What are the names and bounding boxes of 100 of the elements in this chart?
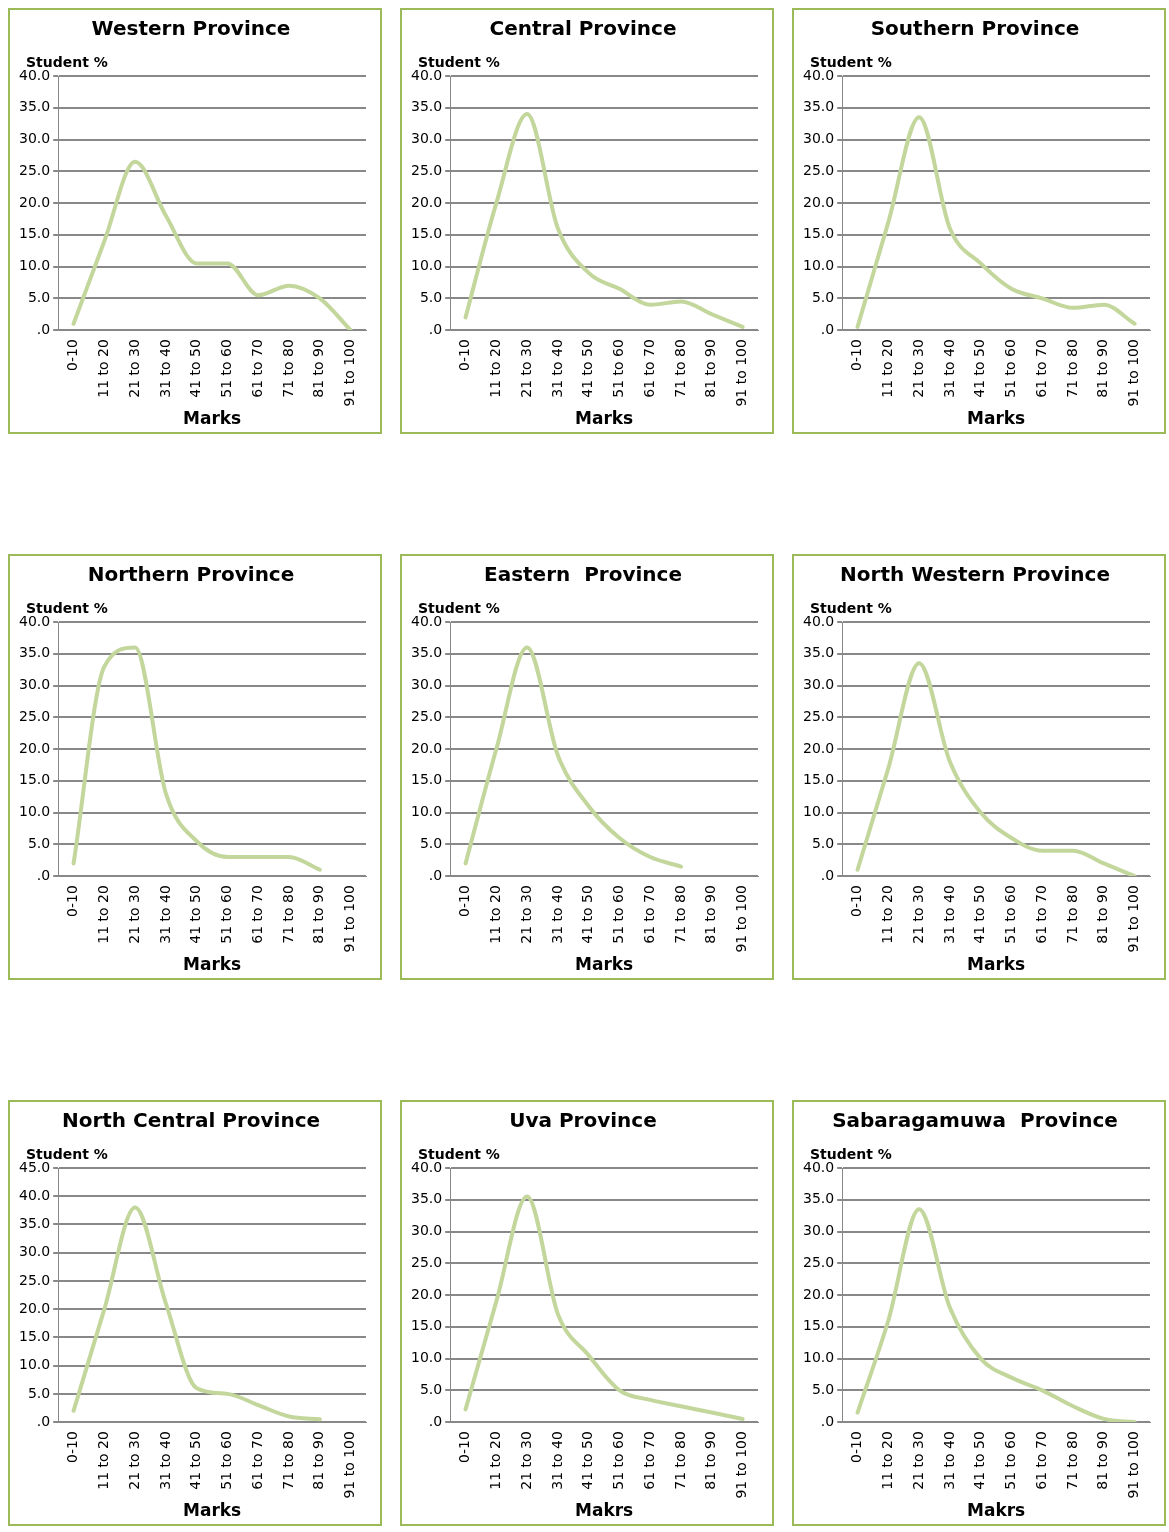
x-axis-title: Marks [574,408,634,429]
x-tick-label: 61 to 70 [1032,885,1049,944]
x-tick-label: 81 to 90 [310,339,327,398]
x-axis-title: Makrs [966,1500,1026,1521]
y-tick-label: 30.0 [411,1222,443,1239]
y-tick-label: 25.0 [19,1271,51,1288]
x-tick-label: 71 to 80 [1063,885,1080,944]
y-tick-label: 25.0 [19,161,51,178]
y-tick-label: 20.0 [19,193,51,210]
x-tick-label: 71 to 80 [279,1431,296,1490]
x-tick-label: 31 to 40 [156,1431,173,1490]
y-tick-label: 20.0 [803,1285,835,1302]
x-tick-label: 51 to 60 [1002,339,1019,398]
y-tick-label: 5.0 [811,834,835,851]
x-tick-label: 81 to 90 [702,339,719,398]
y-tick-label: 5.0 [419,834,443,851]
x-tick-label: 0-10 [64,339,81,371]
y-tick-label: 35.0 [411,644,443,661]
y-tick-label: 15.0 [803,771,835,788]
x-tick-label: 71 to 80 [1063,339,1080,398]
x-tick-label: 41 to 50 [579,885,596,944]
y-tick-label: 5.0 [27,834,51,851]
line-series [463,645,684,869]
y-tick-label: .0 [820,320,835,337]
y-tick-label: 10.0 [19,257,51,274]
y-tick-label: 15.0 [19,225,51,242]
line-series [71,1205,322,1422]
x-tick-label: 11 to 20 [486,885,503,944]
y-tick-label: 30.0 [19,130,51,147]
y-tick-label: 10.0 [411,803,443,820]
y-tick-label: 5.0 [811,288,835,305]
y-tick-label: 10.0 [411,257,443,274]
x-tick-label: 21 to 30 [125,339,142,398]
y-tick-label: 25.0 [411,707,443,724]
x-tick-label: 11 to 20 [878,1431,895,1490]
x-tick-label: 71 to 80 [279,885,296,944]
x-tick-label: 21 to 30 [909,885,926,944]
x-tick-label: 91 to 100 [1125,1431,1142,1499]
y-tick-label: 35.0 [19,98,51,115]
x-tick-label: 11 to 20 [486,339,503,398]
y-tick-label: 30.0 [803,130,835,147]
y-tick-label: 15.0 [411,771,443,788]
chart-title: Western Province [91,16,291,41]
y-tick-label: 10.0 [803,1349,835,1366]
y-tick-label: 35.0 [19,1215,51,1232]
x-tick-label: 61 to 70 [640,339,657,398]
chart-title: Central Province [489,16,677,41]
x-tick-label: 41 to 50 [971,339,988,398]
line-series [855,1207,1137,1423]
x-tick-label: 71 to 80 [279,339,296,398]
y-tick-label: .0 [820,1412,835,1429]
x-tick-label: 0-10 [456,1431,473,1463]
chart-title: Southern Province [870,16,1080,41]
y-tick-label: 15.0 [19,771,51,788]
x-axis-title: Makrs [574,1500,634,1521]
x-tick-label: 11 to 20 [94,1431,111,1490]
y-tick-label: 20.0 [803,193,835,210]
x-tick-label: 21 to 30 [125,1431,142,1490]
x-tick-label: 31 to 40 [940,339,957,398]
y-tick-label: 15.0 [803,1317,835,1334]
x-tick-label: 91 to 100 [341,1431,358,1499]
x-tick-label: 91 to 100 [1125,339,1142,407]
x-tick-label: 81 to 90 [1094,339,1111,398]
y-tick-label: 30.0 [803,1222,835,1239]
x-axis-title: Marks [966,954,1026,975]
y-tick-label: .0 [820,866,835,883]
y-tick-label: 10.0 [803,803,835,820]
y-tick-label: .0 [36,1412,51,1429]
x-tick-label: 61 to 70 [248,885,265,944]
x-tick-label: 91 to 100 [733,885,750,953]
x-tick-label: 71 to 80 [671,339,688,398]
x-tick-label: 71 to 80 [1063,1431,1080,1490]
x-tick-label: 51 to 60 [218,885,235,944]
x-tick-label: 21 to 30 [909,339,926,398]
x-tick-label: 31 to 40 [548,1431,565,1490]
x-tick-label: 31 to 40 [548,339,565,398]
x-tick-label: 81 to 90 [310,885,327,944]
y-tick-label: 5.0 [27,288,51,305]
y-tick-label: 15.0 [411,1317,443,1334]
y-tick-label: .0 [428,320,443,337]
x-tick-label: 61 to 70 [1032,339,1049,398]
x-tick-label: 31 to 40 [940,1431,957,1490]
y-tick-label: 15.0 [803,225,835,242]
x-axis-title: Marks [182,1500,242,1521]
x-tick-label: 91 to 100 [1125,885,1142,953]
line-series [463,1194,745,1421]
line-series [855,661,1137,877]
x-tick-label: 41 to 50 [579,1431,596,1490]
y-tick-label: 30.0 [411,130,443,147]
y-tick-label: .0 [36,320,51,337]
y-tick-label: 20.0 [19,739,51,756]
chart-title: North Western Province [840,562,1110,587]
x-tick-label: 61 to 70 [248,339,265,398]
x-tick-label: 31 to 40 [548,885,565,944]
y-tick-label: 10.0 [803,257,835,274]
y-tick-label: 20.0 [803,739,835,756]
x-tick-label: 41 to 50 [187,1431,204,1490]
line-series [71,645,322,872]
x-axis-title: Marks [182,408,242,429]
x-tick-label: 0-10 [456,339,473,371]
